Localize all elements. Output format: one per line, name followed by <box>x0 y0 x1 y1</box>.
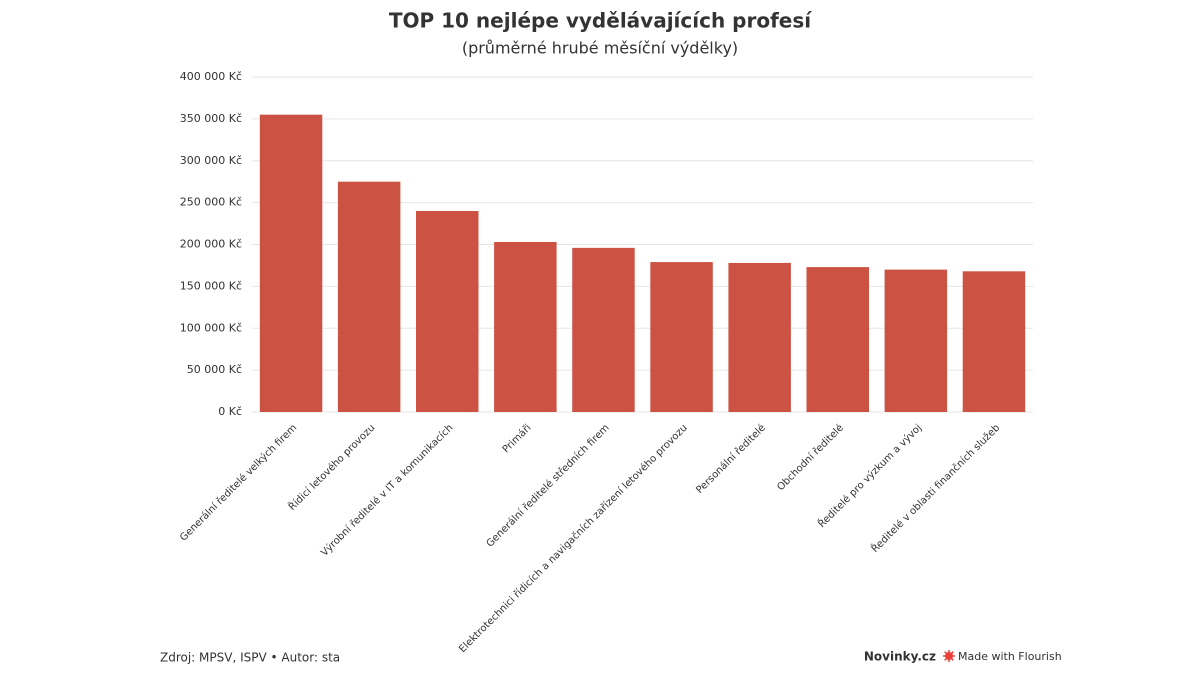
bar <box>572 247 635 412</box>
y-tick-label: 150 000 Kč <box>180 279 242 292</box>
x-tick-label: Primáři <box>500 422 534 456</box>
y-tick-label: 400 000 Kč <box>180 70 242 83</box>
y-tick-label: 250 000 Kč <box>180 196 242 209</box>
bar <box>416 211 479 412</box>
bar <box>650 262 713 412</box>
y-tick-label: 200 000 Kč <box>180 238 242 251</box>
credit[interactable]: Made with Flourish <box>958 650 1062 663</box>
bar <box>962 271 1026 412</box>
y-tick-label: 0 Kč <box>218 405 242 418</box>
flourish-logo <box>943 650 955 662</box>
bar <box>728 262 791 412</box>
brand[interactable]: Novinky.cz <box>864 650 936 664</box>
x-tick-label: Generální ředitelé středních firem <box>484 422 612 550</box>
bar <box>337 181 401 412</box>
bar <box>259 114 323 412</box>
y-tick-label: 50 000 Kč <box>187 363 242 376</box>
bar <box>494 241 557 412</box>
y-tick-label: 300 000 Kč <box>180 154 242 167</box>
y-tick-label: 100 000 Kč <box>180 321 242 334</box>
x-tick-label: Obchodní ředitelé <box>775 422 846 493</box>
bar <box>806 267 869 412</box>
chart-subtitle: (průměrné hrubé měsíční výdělky) <box>462 39 738 58</box>
source: Zdroj: MPSV, ISPV • Autor: sta <box>160 651 340 665</box>
x-tick-label: Výrobní ředitelé v IT a komunikacích <box>318 422 455 559</box>
x-tick-label: Generální ředitelé velkých firem <box>177 422 299 544</box>
chart-title: TOP 10 nejlépe vydělávajících profesí <box>389 9 812 33</box>
y-tick-label: 350 000 Kč <box>180 112 242 125</box>
x-tick-label: Ředitelé v oblasti finančních služeb <box>868 421 1002 555</box>
bar <box>884 269 948 412</box>
x-tick-label: Řídicí letového provozu <box>285 421 377 513</box>
x-tick-label: Personální ředitelé <box>694 422 768 496</box>
